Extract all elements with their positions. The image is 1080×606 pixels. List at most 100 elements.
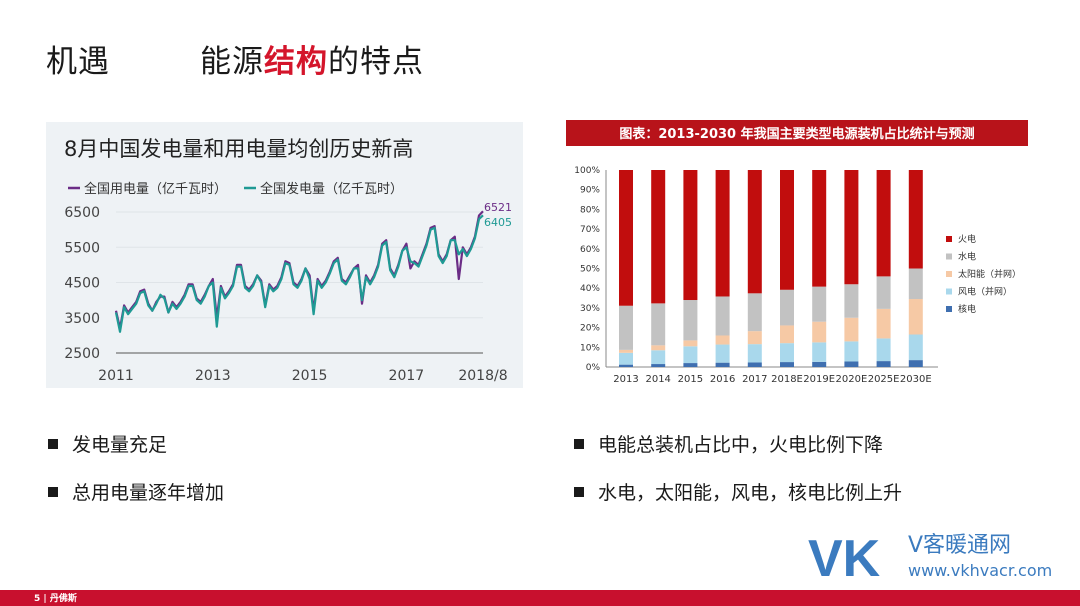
bar-x-tick-label: 2017 — [742, 374, 767, 385]
legend-label: 核电 — [958, 303, 976, 315]
bar-segment — [619, 170, 633, 306]
bar-segment — [780, 343, 794, 363]
bar-y-tick-label: 10% — [580, 343, 600, 353]
bullet-left-2: 总用电量逐年增加 — [48, 478, 224, 505]
bullet-right-2: 水电，太阳能，风电，核电比例上升 — [574, 478, 902, 505]
bar-segment — [651, 303, 666, 346]
bar-segment — [876, 338, 891, 362]
bar-segment — [715, 344, 730, 363]
bar-segment — [715, 335, 730, 345]
bar-x-tick-label: 2016 — [710, 374, 735, 385]
series-line-gen — [114, 214, 484, 333]
legend-label-gen: 全国发电量（亿千瓦时） — [260, 181, 403, 197]
bar-segment — [908, 299, 923, 335]
bar-segment — [780, 362, 794, 367]
bar-segment — [683, 170, 698, 301]
y-tick-label: 2500 — [64, 346, 100, 362]
legend-swatch — [946, 253, 952, 260]
x-tick-label: 2017 — [389, 368, 425, 384]
logo-url: www.vkhvacr.com — [908, 561, 1052, 580]
legend-swatch — [946, 236, 952, 242]
bar-segment — [844, 341, 859, 362]
y-tick-label: 6500 — [64, 205, 100, 221]
bar-y-tick-label: 100% — [574, 166, 600, 176]
bar-y-tick-label: 70% — [580, 225, 600, 235]
title-part-1: 能源 — [200, 44, 264, 80]
bar-segment — [844, 284, 859, 318]
bar-chart-title-bar — [566, 120, 1028, 146]
bar-segment — [715, 296, 730, 336]
bar-segment — [715, 170, 730, 297]
bar-x-tick-label: 2014 — [645, 374, 670, 385]
end-label-gen: 6405 — [484, 216, 512, 229]
bar-segment — [876, 276, 891, 309]
y-tick-label: 5500 — [64, 240, 100, 256]
x-tick-label: 2018/8 — [458, 368, 507, 384]
bar-y-tick-label: 50% — [580, 265, 600, 275]
bar-segment — [844, 317, 859, 342]
bullet-right-1: 电能总装机占比中，火电比例下降 — [574, 430, 883, 457]
bullet-text: 电能总装机占比中，火电比例下降 — [598, 434, 884, 456]
bar-segment — [747, 362, 762, 367]
bar-segment — [844, 361, 859, 367]
legend-swatch — [946, 271, 952, 277]
logo-brand: VK — [808, 530, 881, 582]
stacked-bar-chart: 图表：2013-2030 年我国主要类型电源装机占比统计与预测 100% 90% 8… — [566, 120, 1028, 385]
vk-logo: VK V客暖通网 www.vkhvacr.com — [808, 530, 1052, 582]
bar-segment — [619, 364, 633, 367]
bullet-text: 总用电量逐年增加 — [72, 482, 225, 504]
bar-segment — [812, 321, 827, 343]
y-tick-label: 4500 — [64, 276, 100, 292]
bar-segment — [683, 346, 698, 364]
bar-segment — [619, 349, 633, 353]
bar-segment — [683, 340, 698, 347]
bar-y-tick-label: 30% — [580, 304, 600, 314]
y-tick-label: 3500 — [64, 311, 100, 327]
bar-segment — [812, 286, 827, 322]
bar-segment — [908, 360, 923, 367]
x-tick-label: 2011 — [98, 368, 134, 384]
bar-segment — [844, 170, 859, 285]
bar-x-tick-label: 2013 — [613, 374, 638, 385]
title-part-2: 的特点 — [328, 44, 424, 80]
page-title-right: 能源结构的特点 — [200, 36, 424, 81]
legend-swatch — [946, 306, 952, 312]
bar-y-tick-label: 40% — [580, 284, 600, 294]
bar-y-tick-label: 60% — [580, 245, 600, 255]
bar-segment — [651, 345, 666, 351]
legend-label: 太阳能（并网） — [958, 268, 1021, 280]
bar-segment — [747, 331, 762, 345]
bar-segment — [908, 334, 923, 361]
bar-segment — [747, 293, 762, 332]
bar-segment — [683, 300, 698, 341]
x-tick-label: 2013 — [195, 368, 231, 384]
bar-segment — [651, 350, 666, 365]
bar-segment — [908, 170, 923, 269]
bar-y-tick-label: 80% — [580, 205, 600, 215]
footer-text: 5 | 丹佛斯 — [34, 594, 77, 604]
bar-x-tick-label: 2030E — [900, 374, 932, 385]
bar-x-tick-label: 2020E — [836, 374, 868, 385]
bar-segment — [812, 361, 827, 367]
bullet-square-icon — [574, 486, 584, 497]
x-tick-label: 2015 — [292, 368, 328, 384]
bar-segment — [780, 170, 794, 290]
bar-x-tick-label: 2015 — [678, 374, 703, 385]
legend-label: 火电 — [958, 233, 976, 245]
bar-x-tick-label: 2025E — [868, 374, 900, 385]
stacked-bar-chart-panel: 图表：2013-2030 年我国主要类型电源装机占比统计与预测 100% 90% 8… — [566, 120, 1028, 392]
bar-segment — [747, 344, 762, 363]
bullet-square-icon — [48, 486, 58, 497]
bar-segment — [651, 170, 666, 304]
legend-label: 水电 — [958, 251, 976, 263]
bar-segment — [876, 170, 891, 277]
bar-segment — [715, 362, 730, 367]
line-chart: 8月中国发电量和用电量均创历史新高 全国用电量（亿千瓦时） 全国发电量（亿千瓦时… — [64, 137, 512, 384]
bar-segment — [619, 352, 633, 365]
bar-segment — [876, 361, 891, 367]
bullet-left-1: 发电量充足 — [48, 430, 167, 457]
bar-segment — [812, 170, 827, 287]
bullet-text: 发电量充足 — [72, 434, 168, 456]
bar-segment — [747, 170, 762, 294]
bar-segment — [619, 305, 633, 350]
